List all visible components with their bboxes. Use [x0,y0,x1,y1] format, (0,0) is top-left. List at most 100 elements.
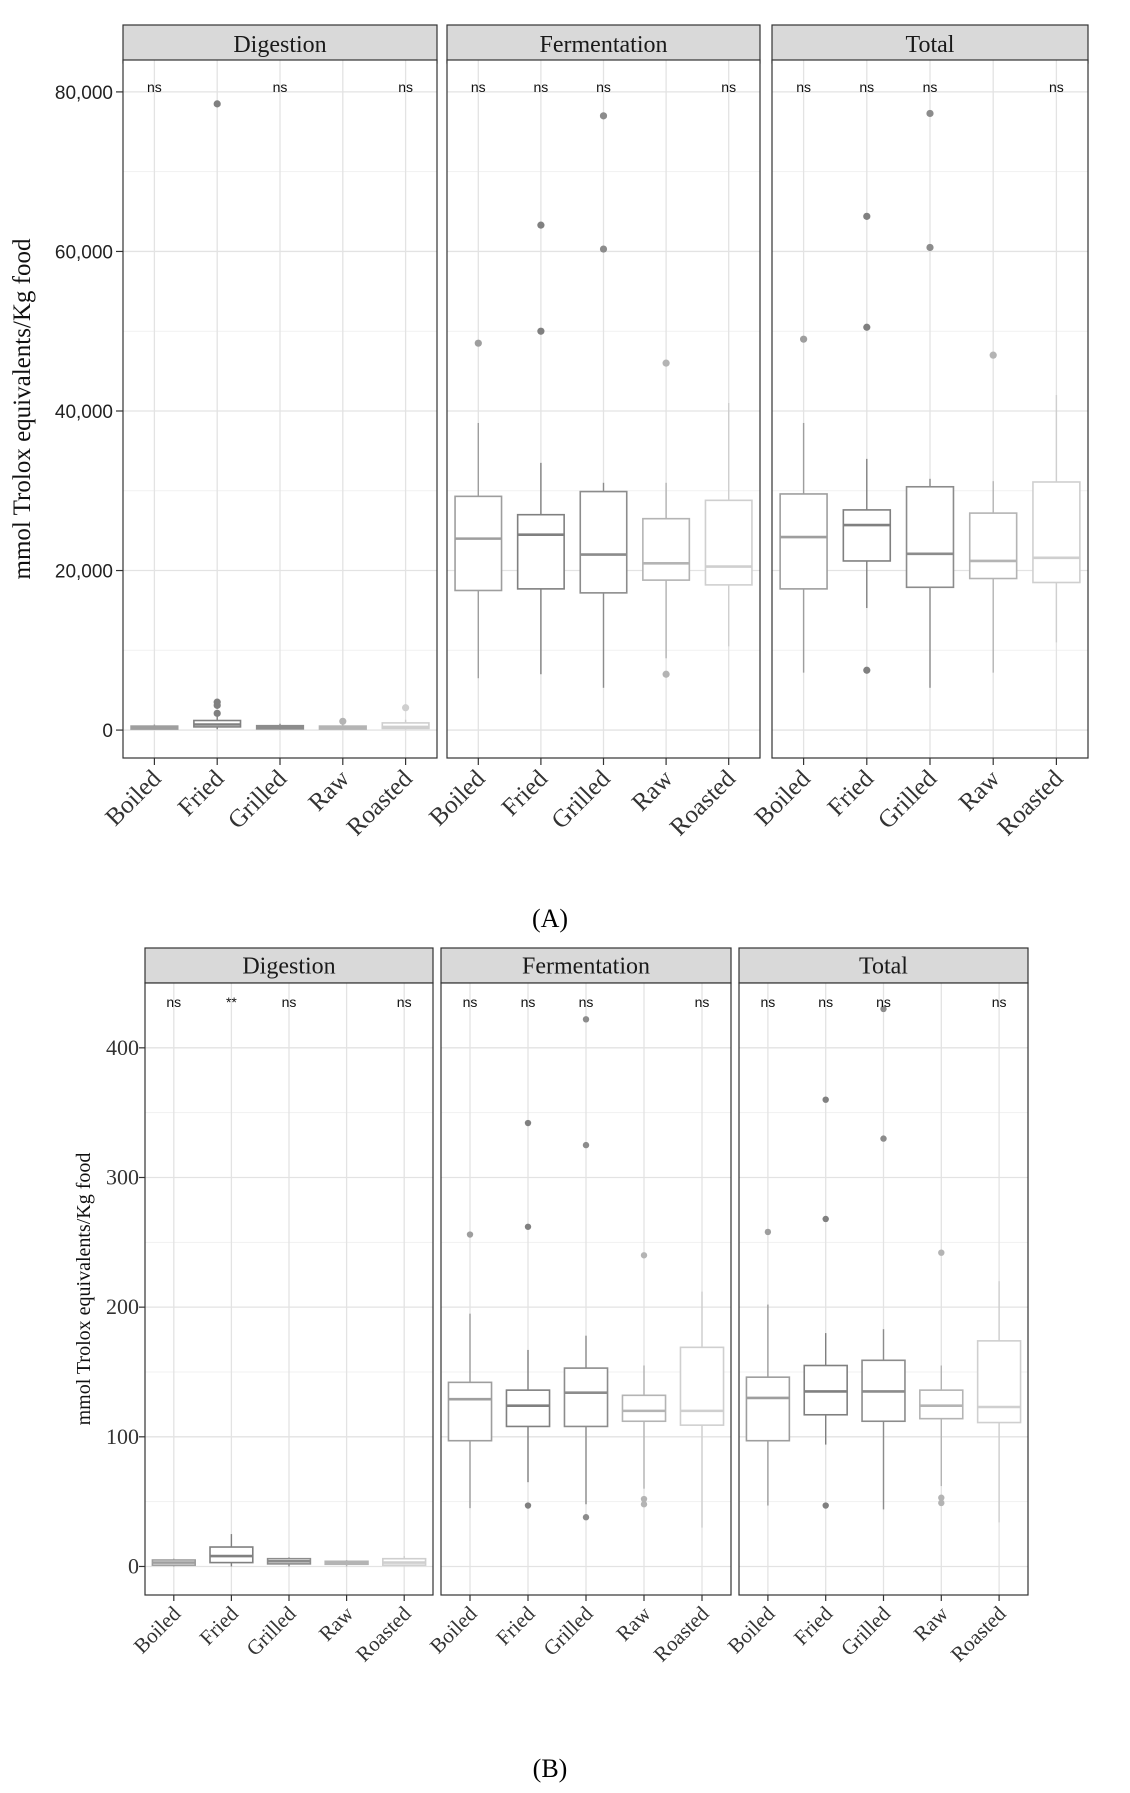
box-iqr [621,1394,667,1423]
box-fried-b [209,1534,254,1567]
box-iqr [505,1389,551,1428]
box-iqr [779,493,828,590]
box-roasted-a [1032,395,1081,643]
outlier-point [537,221,545,229]
significance-label-b: ns [282,994,297,1010]
outlier-point [582,1514,590,1521]
box-raw-a [642,359,691,678]
panel-label-b: (B) [533,1754,568,1783]
y-tick-label-b: 100 [106,1424,139,1449]
outlier-point [800,335,808,343]
x-tick-label-b: Boiled [129,1601,186,1658]
x-tick-label-a: Fried [173,765,230,822]
x-tick-label-a: Boiled [100,765,167,832]
x-tick-label-a: Grilled [223,765,293,835]
outlier-point [640,1252,648,1259]
box-fried-a [193,100,242,730]
box-grilled-b [266,1557,312,1567]
outlier-point [863,666,871,674]
outlier-point [822,1096,829,1103]
x-tick-label-a: Raw [627,765,678,816]
box-grilled-b [861,1005,906,1510]
significance-label-a: ns [859,79,874,95]
box-raw-a [318,717,367,730]
outlier-point [926,109,934,118]
significance-label-b: ** [226,994,237,1010]
box-boiled-a [454,339,503,679]
y-tick-label-a: 40,000 [55,402,113,423]
significance-label-b: ns [761,994,776,1010]
x-tick-label-a: Raw [304,765,355,816]
facet-title-a: Total [906,32,955,58]
panel-label-a: (A) [532,904,568,933]
significance-label-a: ns [147,79,162,95]
x-tick-label-a: Roasted [993,765,1069,841]
x-tick-label-b: Boiled [425,1601,482,1658]
significance-label-a: ns [596,79,611,95]
outlier-point [599,245,608,253]
box-fried-b [803,1096,848,1509]
significance-label-a: ns [923,79,938,95]
significance-label-b: ns [818,994,833,1010]
facet-title-a: Digestion [233,32,326,58]
significance-label-a: ns [721,79,736,95]
outlier-point [466,1231,474,1238]
facet-strip-a [122,24,438,64]
box-iqr [905,485,955,589]
outlier-point [213,698,221,706]
box-boiled-b [447,1231,493,1509]
facet-title-b: Digestion [242,954,335,980]
outlier-point [524,1502,532,1509]
outlier-point [474,339,482,347]
box-iqr [842,509,892,562]
box-iqr [976,1340,1022,1424]
outlier-point [880,1135,887,1142]
box-iqr [745,1376,791,1442]
significance-label-b: ns [521,994,536,1010]
facet-strip-b [738,947,1029,984]
box-iqr [579,490,628,594]
outlier-point [989,351,997,359]
outlier-point [880,1005,887,1013]
box-roasted-b [382,1556,427,1567]
outlier-point [599,112,608,120]
significance-label-b: ns [876,994,891,1010]
outlier-point [402,704,410,712]
outlier-point [822,1215,829,1223]
outlier-point [640,1501,648,1508]
facet-title-b: Fermentation [522,954,650,980]
facet-title-b: Total [859,954,908,980]
outlier-point [213,100,221,108]
x-tick-label-a: Grilled [547,765,617,835]
outlier-point [662,670,670,678]
significance-label-b: ns [166,994,181,1010]
chart-a: 0 20,000 40,000 60,000 80,000 mmol Trolox equ… [9,24,1089,841]
box-boiled-b [151,1558,196,1567]
box-roasted-a [704,403,753,647]
significance-label-b: ns [463,994,478,1010]
chart-b: 0 100 200 300 400 mmol Trolox equivalents/Kg … [73,947,1029,1666]
x-tick-label-b: Grilled [242,1601,301,1660]
significance-label-a: ns [398,79,413,95]
box-roasted-b [976,1281,1022,1523]
box-boiled-b [745,1228,791,1506]
outlier-point [537,327,545,335]
x-tick-label-b: Roasted [649,1601,714,1666]
x-tick-label-b: Fried [491,1601,540,1650]
outlier-point [938,1249,945,1256]
significance-label-a: ns [534,79,549,95]
x-tick-label-b: Boiled [723,1601,780,1658]
outlier-point [524,1223,532,1230]
box-iqr [454,495,503,592]
outlier-point [640,1495,648,1503]
box-raw-a [968,351,1018,673]
outlier-point [524,1119,532,1127]
box-iqr [447,1381,493,1442]
outlier-point [938,1499,945,1507]
significance-label-b: ns [579,994,594,1010]
x-tick-label-a: Raw [954,765,1005,816]
